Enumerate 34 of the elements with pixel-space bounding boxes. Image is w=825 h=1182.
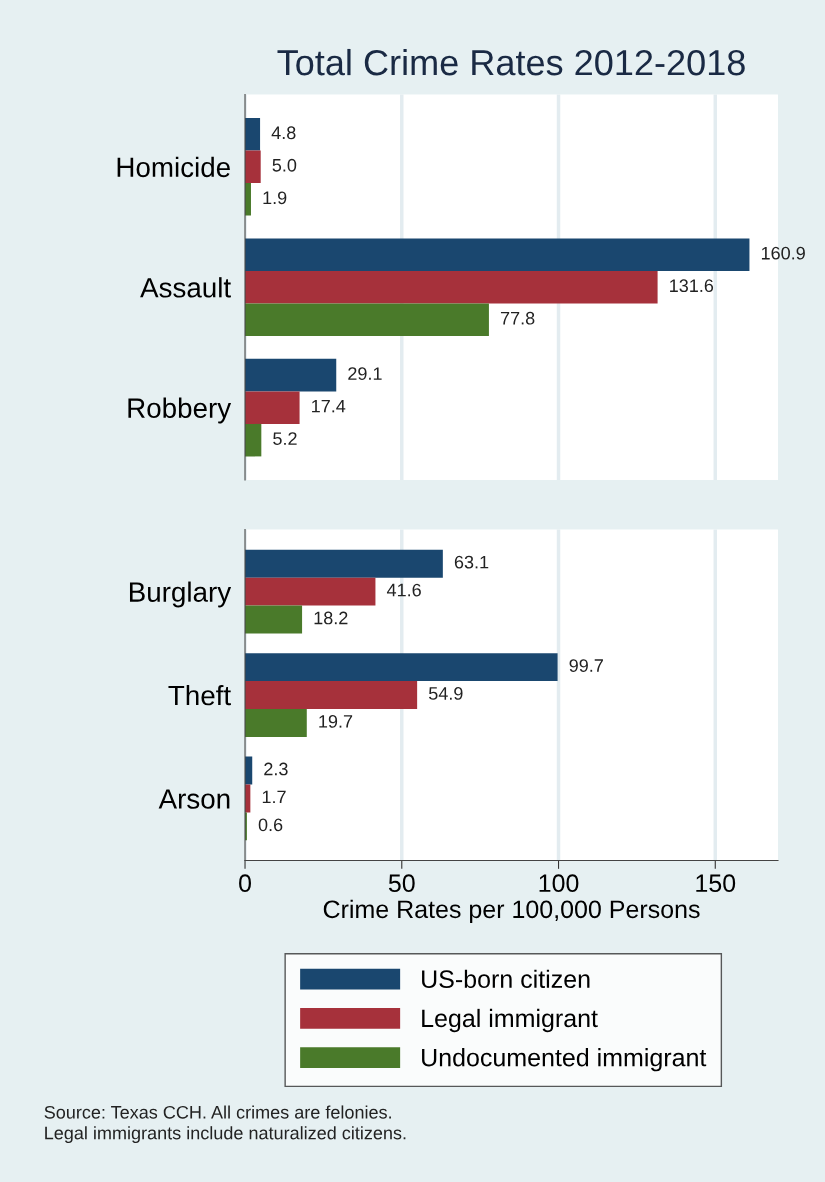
data-label: 41.6 <box>386 583 421 597</box>
x-tick-label: 100 <box>539 874 579 893</box>
data-label: 1.7 <box>262 790 286 804</box>
data-label: 131.6 <box>670 279 714 293</box>
data-label: 29.1 <box>348 367 382 380</box>
data-label: 0.6 <box>258 818 283 832</box>
data-label: 4.8 <box>271 126 296 140</box>
data-label: 1.9 <box>263 191 287 205</box>
data-label: 2.3 <box>264 762 288 776</box>
chart-title: Total Crime Rates 2012-2018 <box>277 48 745 76</box>
data-label: 5.2 <box>273 432 297 445</box>
x-tick-label: 50 <box>388 874 415 893</box>
data-label: 5.0 <box>272 158 297 172</box>
data-label: 63.1 <box>454 555 489 569</box>
legend-label: Legal immigrant <box>422 1008 598 1033</box>
y-tick-label: Assault <box>140 277 231 298</box>
y-tick-label: Homicide <box>117 156 230 178</box>
source-note: Source: Texas CCH. All crimes are felonies. Legal immigrants include naturalized citizens. <box>44 1105 406 1143</box>
legend-label: Undocumented immigrant <box>422 1048 707 1072</box>
data-label: 19.7 <box>319 715 353 728</box>
x-tick-label: 150 <box>696 874 736 893</box>
data-label: 77.8 <box>500 311 535 325</box>
x-tick-label: 0 <box>239 874 251 893</box>
data-label: 18.2 <box>314 611 348 625</box>
y-tick-label: Theft <box>168 684 231 706</box>
legend-label: US-born citizen <box>422 969 590 989</box>
y-tick-label: Arson <box>158 789 230 809</box>
y-tick-label: Robbery <box>128 397 232 424</box>
y-tick-label: Burglary <box>129 581 232 608</box>
data-label: 17.4 <box>312 399 346 413</box>
data-label: 160.9 <box>761 246 805 260</box>
data-label: 99.7 <box>569 659 603 672</box>
x-axis-title: Crime Rates per 100,000 Persons <box>323 899 700 924</box>
data-label: 54.9 <box>428 687 463 700</box>
